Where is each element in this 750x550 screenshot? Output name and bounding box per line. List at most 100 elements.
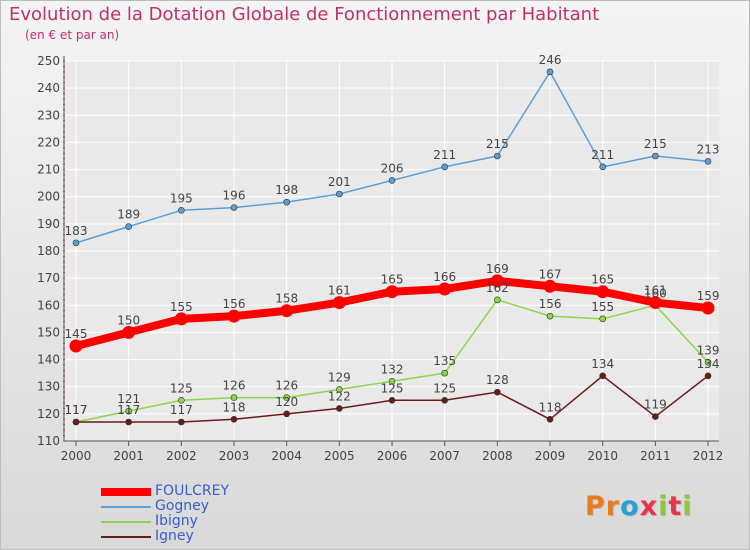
legend-label: Igney bbox=[155, 528, 194, 544]
data-point-gogney bbox=[283, 198, 290, 206]
data-point-foulcrey bbox=[648, 296, 662, 310]
data-point-ibigny bbox=[546, 312, 554, 320]
data-label-ibigny: 117 bbox=[65, 403, 88, 417]
data-point-ibigny bbox=[441, 369, 448, 377]
data-point-foulcrey bbox=[280, 304, 294, 318]
data-label-gogney: 198 bbox=[275, 183, 298, 197]
logo-letter: i bbox=[682, 491, 693, 522]
data-point-igney bbox=[441, 396, 448, 404]
x-tick-label: 2012 bbox=[693, 449, 724, 463]
data-label-foulcrey: 166 bbox=[433, 270, 456, 284]
y-tick-label: 200 bbox=[37, 190, 60, 204]
data-label-ibigny: 132 bbox=[381, 362, 404, 376]
x-tick-label: 2002 bbox=[166, 449, 197, 463]
data-label-igney: 117 bbox=[117, 403, 140, 417]
y-tick-label: 150 bbox=[37, 325, 60, 339]
data-label-gogney: 215 bbox=[486, 137, 509, 151]
y-tick-label: 190 bbox=[37, 217, 60, 231]
data-label-igney: 119 bbox=[644, 398, 667, 412]
data-point-foulcrey bbox=[69, 339, 83, 353]
x-tick-label: 2006 bbox=[377, 449, 408, 463]
data-point-ibigny bbox=[599, 315, 607, 323]
data-label-ibigny: 162 bbox=[486, 281, 509, 295]
data-label-ibigny: 125 bbox=[170, 381, 193, 395]
legend-swatch bbox=[101, 521, 151, 523]
data-label-gogney: 246 bbox=[539, 53, 562, 67]
data-point-gogney bbox=[494, 152, 501, 160]
data-label-ibigny: 121 bbox=[117, 392, 140, 406]
data-point-gogney bbox=[178, 206, 185, 214]
data-point-foulcrey bbox=[438, 282, 452, 296]
y-tick-label: 120 bbox=[37, 407, 60, 421]
logo-letter: o bbox=[620, 491, 640, 522]
x-tick-label: 2000 bbox=[61, 449, 92, 463]
data-point-foulcrey bbox=[490, 274, 504, 288]
y-tick-label: 110 bbox=[37, 434, 60, 448]
x-tick-label: 2011 bbox=[640, 449, 671, 463]
data-point-ibigny bbox=[388, 377, 396, 385]
data-point-igney bbox=[178, 418, 185, 426]
data-point-foulcrey bbox=[332, 296, 346, 310]
data-point-foulcrey bbox=[174, 312, 188, 326]
data-label-ibigny: 155 bbox=[591, 300, 614, 314]
logo-letter: P bbox=[585, 491, 606, 522]
x-tick-label: 2008 bbox=[482, 449, 513, 463]
data-label-igney: 122 bbox=[328, 389, 351, 403]
data-label-igney: 117 bbox=[65, 403, 88, 417]
data-label-igney: 118 bbox=[539, 400, 562, 414]
data-point-gogney bbox=[125, 223, 132, 230]
data-label-gogney: 206 bbox=[381, 161, 404, 175]
data-label-foulcrey: 156 bbox=[223, 297, 246, 311]
y-tick-label: 170 bbox=[37, 271, 60, 285]
data-point-igney bbox=[388, 396, 396, 404]
data-point-ibigny bbox=[494, 296, 501, 304]
data-point-ibigny bbox=[125, 407, 132, 415]
data-label-igney: 128 bbox=[486, 373, 509, 387]
data-point-foulcrey bbox=[385, 285, 399, 299]
legend-swatch bbox=[101, 536, 151, 538]
data-label-gogney: 211 bbox=[591, 148, 614, 162]
legend-label: FOULCREY bbox=[155, 483, 230, 499]
data-label-foulcrey: 155 bbox=[170, 300, 193, 314]
y-tick-label: 250 bbox=[37, 54, 60, 68]
data-label-foulcrey: 165 bbox=[591, 273, 614, 287]
proxiti-logo: Proxiti bbox=[585, 491, 693, 522]
data-point-igney bbox=[125, 418, 132, 426]
x-tick-label: 2005 bbox=[324, 449, 355, 463]
data-label-foulcrey: 159 bbox=[697, 289, 720, 303]
data-point-foulcrey bbox=[701, 301, 715, 315]
y-tick-label: 160 bbox=[37, 298, 60, 312]
data-point-gogney bbox=[441, 163, 448, 171]
data-point-igney bbox=[283, 410, 290, 418]
data-label-gogney: 201 bbox=[328, 175, 351, 189]
data-label-gogney: 196 bbox=[223, 189, 246, 203]
logo-letter: x bbox=[639, 491, 659, 522]
data-label-foulcrey: 167 bbox=[539, 267, 562, 281]
x-tick-label: 2004 bbox=[271, 449, 302, 463]
data-label-foulcrey: 158 bbox=[275, 292, 298, 306]
data-point-ibigny bbox=[230, 394, 238, 401]
data-point-foulcrey bbox=[122, 325, 136, 339]
data-label-igney: 134 bbox=[697, 357, 720, 371]
data-label-gogney: 183 bbox=[65, 224, 88, 238]
data-label-ibigny: 129 bbox=[328, 370, 351, 384]
legend-label: Ibigny bbox=[155, 513, 198, 529]
data-point-igney bbox=[546, 415, 554, 423]
data-point-ibigny bbox=[178, 396, 185, 404]
data-label-ibigny: 139 bbox=[697, 343, 720, 357]
data-point-gogney bbox=[230, 204, 238, 211]
data-label-ibigny: 135 bbox=[433, 354, 456, 368]
data-point-gogney bbox=[546, 68, 554, 76]
data-point-igney bbox=[704, 372, 712, 380]
data-label-gogney: 195 bbox=[170, 191, 193, 205]
chart-subtitle: (en € et par an) bbox=[25, 28, 120, 42]
data-label-ibigny: 156 bbox=[539, 297, 562, 311]
data-label-foulcrey: 161 bbox=[644, 284, 667, 298]
y-tick-label: 230 bbox=[37, 108, 60, 122]
y-tick-label: 210 bbox=[37, 163, 60, 177]
data-point-foulcrey bbox=[227, 309, 241, 323]
data-point-ibigny bbox=[704, 358, 712, 366]
data-label-igney: 125 bbox=[433, 381, 456, 395]
data-point-gogney bbox=[336, 190, 343, 198]
